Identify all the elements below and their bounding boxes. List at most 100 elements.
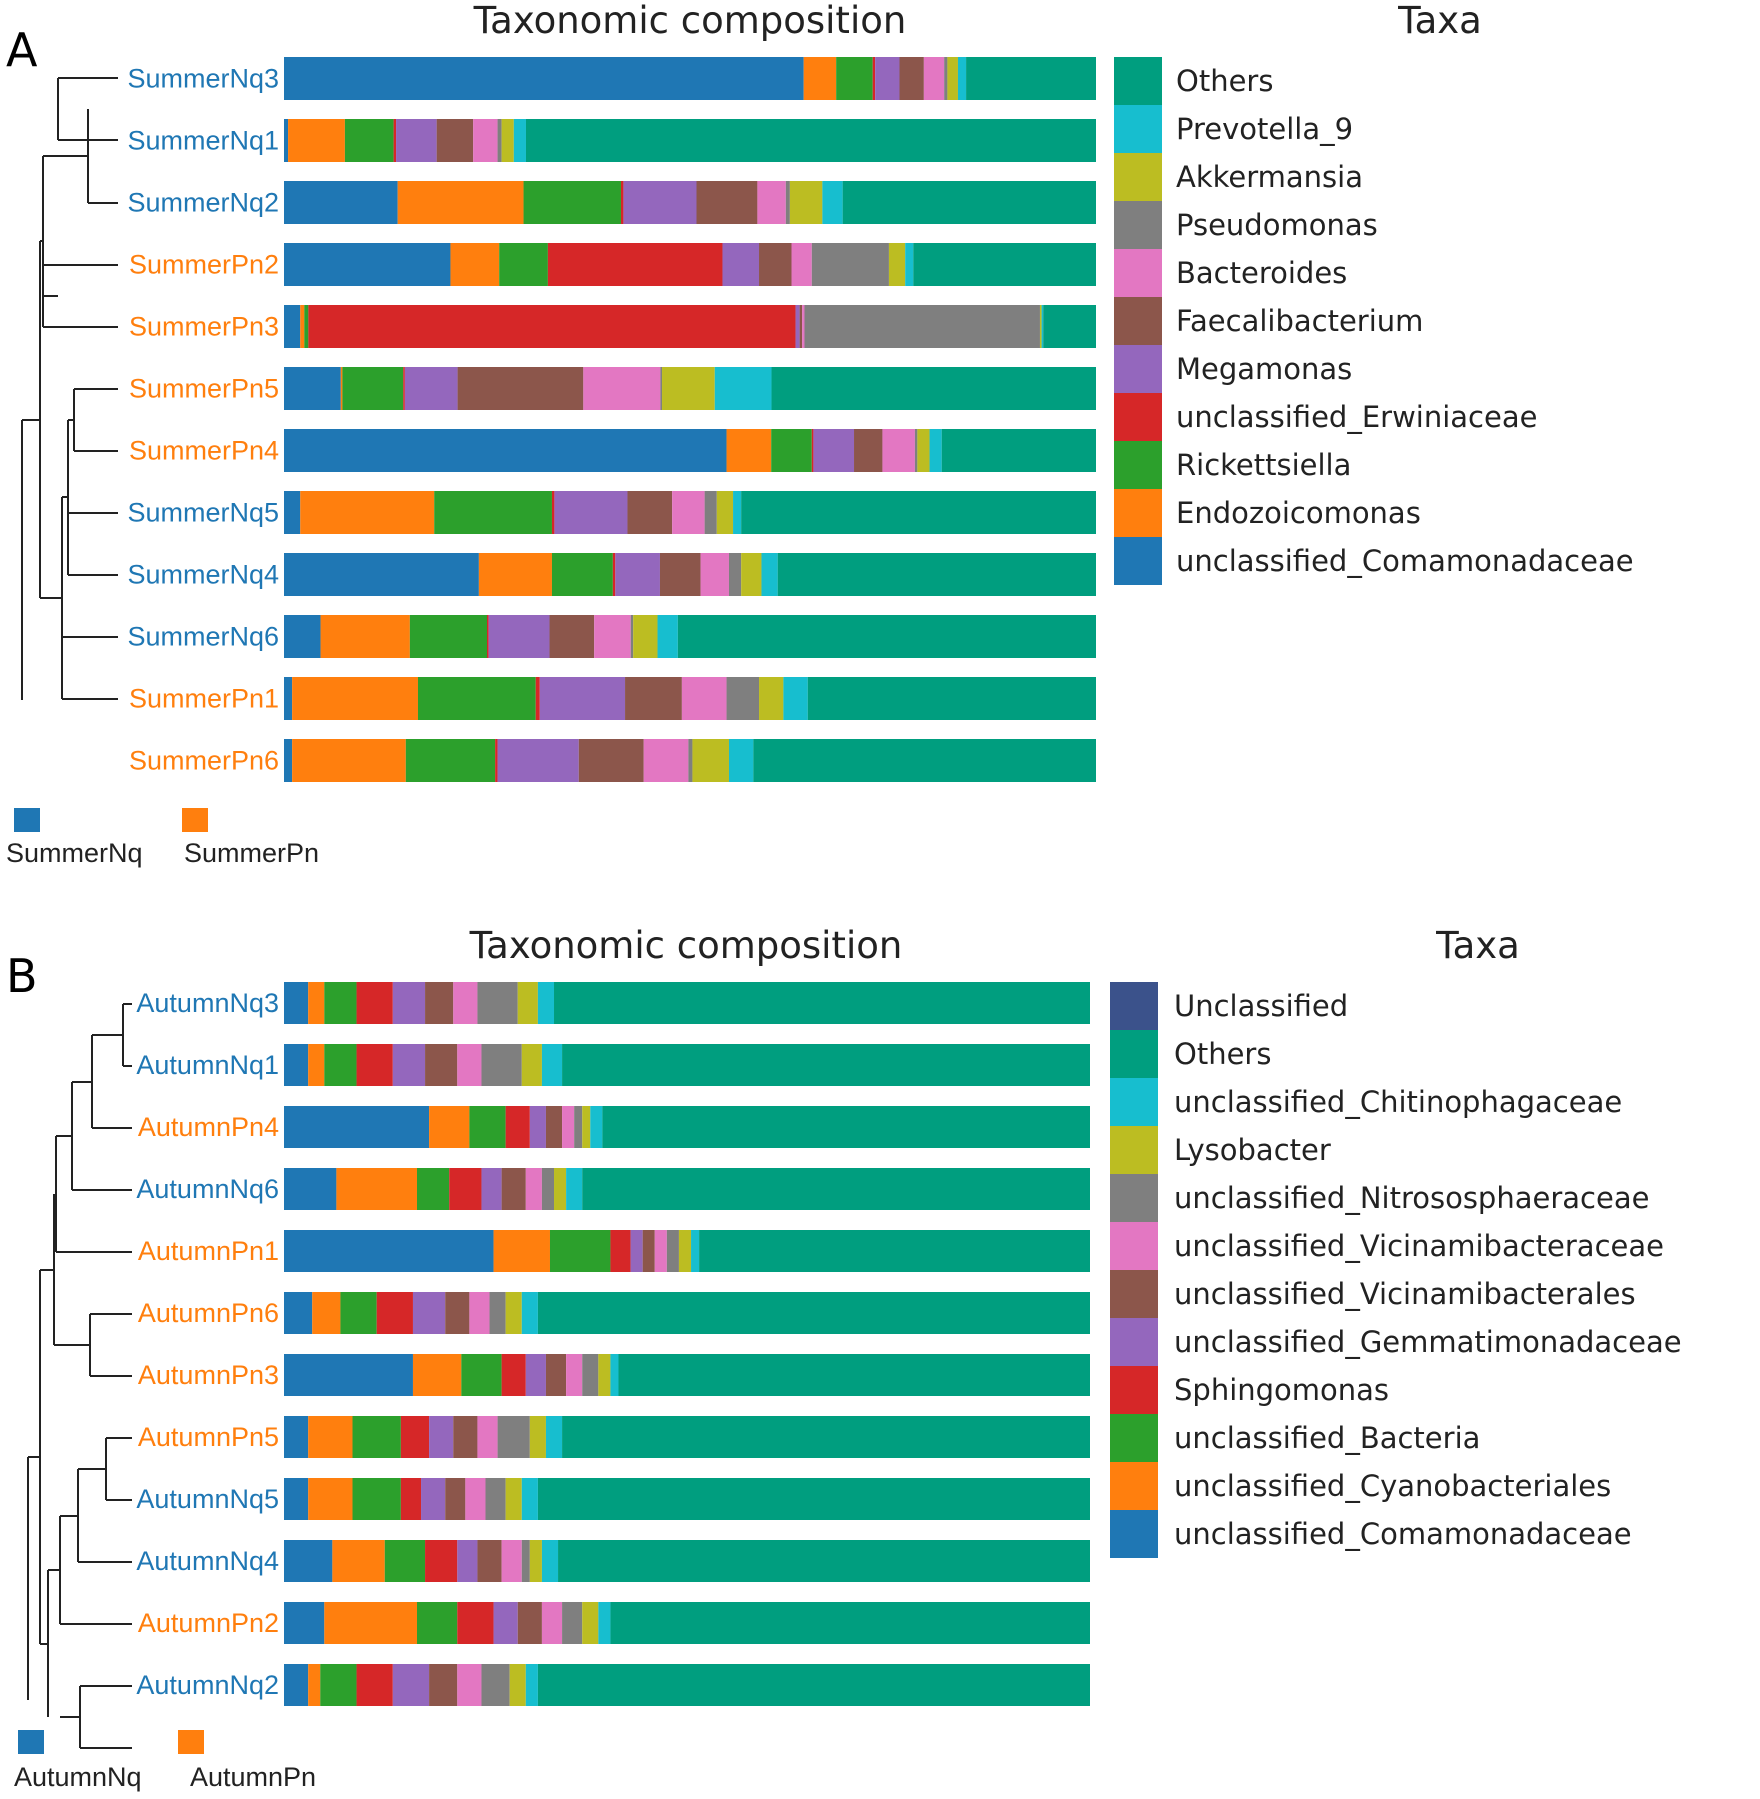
bar-segment-autumnnq2-unclassified-bacteria [320,1664,357,1706]
bar-segment-autumnnq1-unclassified-cyanobacteriales [308,1044,325,1086]
bar-segment-autumnpn4-unclassified-chitinophagaceae [590,1106,603,1148]
legend-label-unclassified-erwiniaceae: unclassified_Erwiniaceae [1176,400,1537,434]
legend-label-unclassified-gemmatimonadaceae: unclassified_Gemmatimonadaceae [1174,1325,1682,1359]
bar-segment-autumnpn6-unclassified-gemmatimonadaceae [412,1292,446,1334]
bar-segment-autumnnq2-others [537,1664,1090,1706]
bar-segment-summernq5-akkermansia [716,491,734,534]
bar-segment-autumnpn6-unclassified-comamonadaceae [284,1292,313,1334]
bar-segment-summernq1-prevotella-9 [513,119,526,162]
legend-swatch-others [1110,1030,1158,1078]
bar-segment-autumnnq5-unclassified-vicinamibacteraceae [465,1478,486,1520]
sample-label-summerpn3: SummerPn3 [129,312,279,342]
bar-segment-autumnpn5-unclassified-bacteria [352,1416,401,1458]
sample-label-autumnnq5: AutumnNq5 [136,1484,279,1514]
bar-segment-summernq3-prevotella-9 [957,57,967,100]
bar-segment-autumnnq1-others [562,1044,1090,1086]
bar-segment-summernq5-rickettsiella [434,491,552,534]
sample-label-summernq3: SummerNq3 [127,64,279,94]
bar-segment-autumnnq1-sphingomonas [356,1044,393,1086]
bar-segment-autumnpn3-unclassified-bacteria [461,1354,502,1396]
legend-label-pseudomonas: Pseudomonas [1176,208,1378,242]
bar-segment-summerpn4-rickettsiella [771,429,812,472]
bar-segment-summerpn5-akkermansia [662,367,715,410]
sample-label-autumnnq4: AutumnNq4 [136,1546,279,1576]
bar-segment-summerpn4-pseudomonas [914,429,918,472]
bar-segment-autumnnq2-unclassified-vicinamibacteraceae [457,1664,482,1706]
bar-segment-autumnpn6-unclassified-cyanobacteriales [312,1292,341,1334]
legend-swatch-unclassified-erwiniaceae [1114,393,1162,441]
bar-segment-autumnnq6-unclassified-nitrososphaeraceae [541,1168,555,1210]
bar-segment-autumnpn6-lysobacter [505,1292,522,1334]
panel-b-bars [284,982,1090,1706]
bar-segment-autumnnq3-lysobacter [517,982,538,1024]
legend-swatch-unclassified-comamonadaceae [1114,537,1162,585]
bar-segment-summernq5-unclassified-erwiniaceae [551,491,555,534]
bar-segment-summerpn1-unclassified-comamonadaceae [284,677,293,720]
panel-a-legend: Others Prevotella_9 Akkermansia Pseudomonas… [1114,57,1634,585]
bar-segment-autumnnq5-sphingomonas [400,1478,422,1520]
bar-segment-autumnpn1-unclassified-nitrososphaeraceae [666,1230,679,1272]
bar-segment-autumnpn6-unclassified-vicinamibacteraceae [469,1292,490,1334]
legend-label-unclassified-chitinophagaceae: unclassified_Chitinophagaceae [1174,1085,1622,1119]
bar-segment-summernq6-pseudomonas [630,615,634,658]
bar-segment-summerpn4-faecalibacterium [854,429,883,472]
bar-segment-autumnpn4-unclassified-cyanobacteriales [429,1106,470,1148]
bar-segment-autumnpn2-unclassified-comamonadaceae [284,1602,325,1644]
bar-segment-summerpn4-unclassified-comamonadaceae [284,429,727,472]
bar-segment-summernq3-endozoicomonas [803,57,837,100]
bar-segment-summerpn2-others [913,243,1096,286]
panel-b-title: Taxonomic composition [469,924,903,967]
bar-segment-summernq1-pseudomonas [497,119,502,162]
sample-label-autumnpn2: AutumnPn2 [138,1608,279,1638]
bar-segment-autumnnq6-lysobacter [554,1168,567,1210]
bar-segment-summernq2-unclassified-erwiniaceae [620,181,624,224]
bar-segment-summerpn3-bacteroides [802,305,805,348]
bar-segment-summernq5-bacteroides [672,491,705,534]
bar-segment-autumnpn2-lysobacter [582,1602,599,1644]
bar-segment-autumnnq3-unclassified-bacteria [324,982,357,1024]
bar-segment-summerpn5-megamonas [404,367,458,410]
bar-segment-autumnnq1-unclassified-vicinamibacteraceae [457,1044,482,1086]
legend-swatch-unclassified [1110,982,1158,1030]
bar-segment-autumnpn5-unclassified-gemmatimonadaceae [429,1416,454,1458]
bar-segment-summerpn6-bacteroides [643,739,689,782]
bar-segment-autumnnq2-unclassified-vicinamibacterales [429,1664,458,1706]
legend-swatch-unclassified-vicinamibacteraceae [1110,1222,1158,1270]
bar-segment-autumnnq5-unclassified-cyanobacteriales [308,1478,353,1520]
legend-label-unclassified-cyanobacteriales: unclassified_Cyanobacteriales [1174,1469,1611,1503]
panel-a: A Taxonomic composition Taxa SummerNq3Su… [6,0,1634,868]
bar-segment-autumnnq4-unclassified-gemmatimonadaceae [457,1540,478,1582]
bar-segment-autumnpn5-lysobacter [529,1416,546,1458]
bar-segment-autumnnq1-unclassified-gemmatimonadaceae [392,1044,426,1086]
bar-segment-summernq6-megamonas [488,615,550,658]
bar-segment-summernq6-unclassified-erwiniaceae [487,615,489,658]
bar-segment-summernq1-endozoicomonas [288,119,345,162]
bar-segment-summerpn3-unclassified-erwiniaceae [308,305,796,348]
panel-a-dendrogram [21,77,118,700]
bar-segment-autumnpn3-unclassified-vicinamibacteraceae [566,1354,583,1396]
bar-segment-autumnnq2-unclassified-chitinophagaceae [525,1664,538,1706]
bar-segment-autumnnq2-unclassified-gemmatimonadaceae [392,1664,430,1706]
bar-segment-summernq2-prevotella-9 [822,181,843,224]
sample-label-summernq6: SummerNq6 [127,622,279,652]
panel-b-letter: B [6,949,38,1003]
bar-segment-autumnnq3-unclassified-comamonadaceae [284,982,309,1024]
bar-segment-summerpn3-unclassified-comamonadaceae [284,305,301,348]
bar-segment-summerpn6-faecalibacterium [578,739,644,782]
bar-segment-summernq1-rickettsiella [344,119,394,162]
bar-segment-summernq5-others [741,491,1096,534]
bar-segment-autumnnq6-unclassified-gemmatimonadaceae [481,1168,502,1210]
sample-label-autumnnq3: AutumnNq3 [136,988,279,1018]
bar-segment-summerpn3-prevotella-9 [1041,305,1044,348]
legend-label-others: Others [1176,64,1273,98]
bar-segment-autumnpn5-sphingomonas [400,1416,430,1458]
legend-label-unclassified-vicinamibacterales: unclassified_Vicinamibacterales [1174,1277,1636,1311]
bar-segment-summernq2-rickettsiella [523,181,621,224]
bar-segment-summernq5-pseudomonas [704,491,717,534]
legend-label-bacteroides: Bacteroides [1176,256,1347,290]
bar-segment-autumnpn5-unclassified-comamonadaceae [284,1416,309,1458]
bar-segment-autumnpn6-unclassified-nitrososphaeraceae [489,1292,506,1334]
group-swatch-summer-pn [182,808,208,832]
legend-swatch-unclassified-vicinamibacterales [1110,1270,1158,1318]
bar-segment-summerpn2-bacteroides [791,243,812,286]
